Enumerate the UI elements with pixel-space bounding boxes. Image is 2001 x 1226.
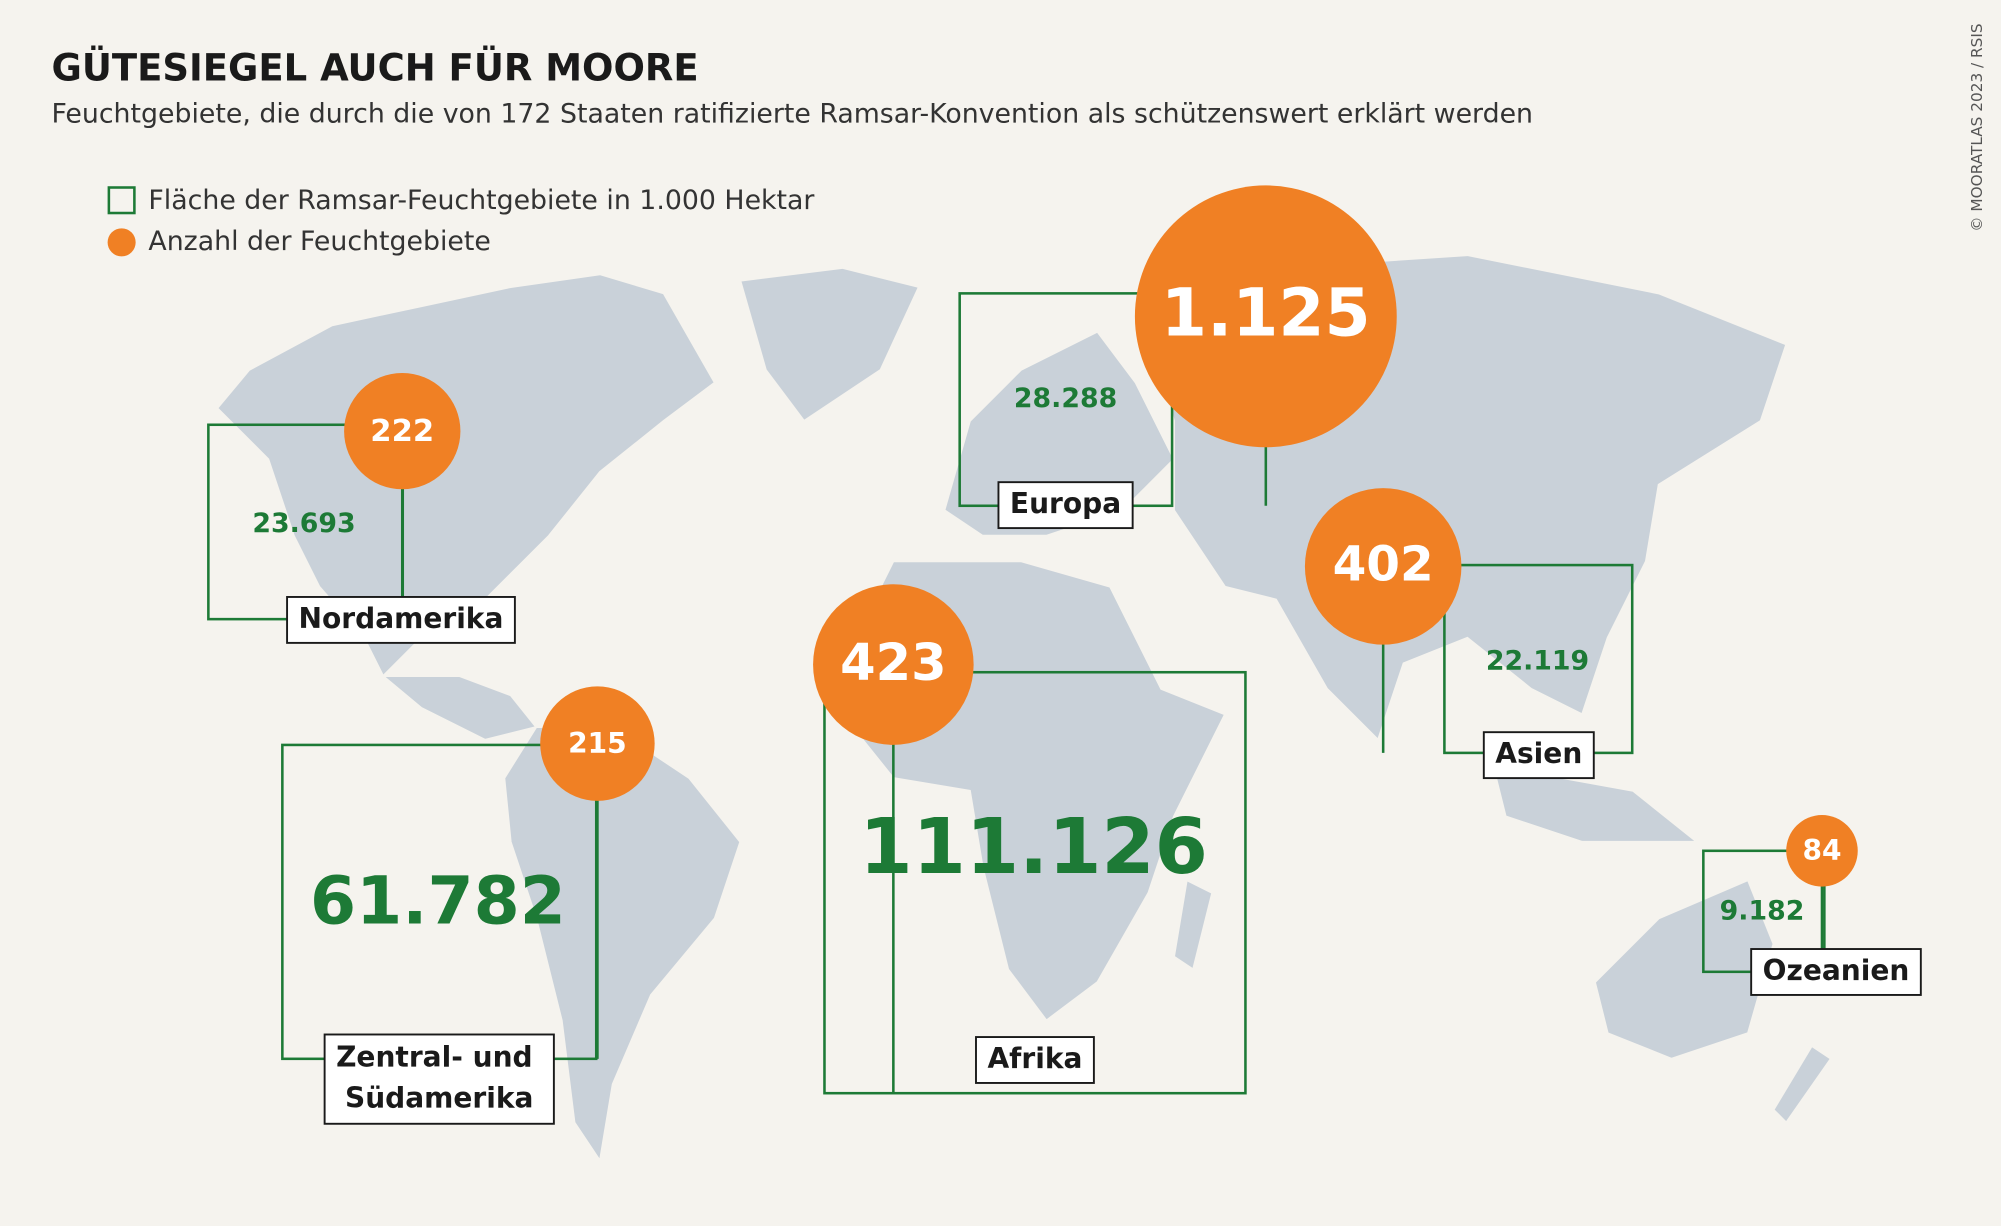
area-label: 61.782: [310, 862, 566, 940]
region-name: Ozeanien: [1763, 954, 1910, 987]
legend-square: [107, 186, 136, 215]
region-label-box: [1750, 948, 1922, 996]
count-label: 423: [840, 634, 947, 693]
title: GÜTESIEGEL AUCH FÜR MOORE: [51, 46, 698, 90]
count-bubble: [540, 686, 655, 801]
count-bubble: [813, 584, 974, 745]
count-bubble: [344, 372, 461, 490]
count-label: 215: [568, 727, 627, 760]
region-label: Zentral- und Südamerika: [323, 1033, 555, 1125]
legend-label: Anzahl der Feuchtgebiete: [148, 226, 490, 257]
region-name: Asien: [1495, 737, 1582, 770]
region-label-box: [997, 481, 1134, 530]
region-name: Afrika: [987, 1042, 1082, 1075]
legend-label: Fläche der Ramsar-Feuchtgebiete in 1.000…: [148, 185, 814, 216]
region-label-box: [286, 596, 516, 644]
region-name: Europa: [1010, 487, 1121, 520]
region-label: Nordamerika: [286, 596, 516, 644]
area-label: 111.126: [859, 803, 1208, 892]
area-label: 28.288: [1014, 383, 1117, 414]
count-label: 1.125: [1161, 274, 1371, 352]
region-label-box: [1482, 731, 1595, 780]
count-bubble: [1304, 488, 1462, 645]
marks: 23.693 222 Nordamerika 28.288 1.125 Europa 22.…: [207, 185, 1922, 1125]
credit: © MOORATLAS 2023 / RSIS: [1968, 23, 1986, 231]
region-label-box: [975, 1036, 1095, 1084]
count-bubble: [1786, 815, 1858, 887]
region-name: Zentral- und Südamerika: [336, 1041, 542, 1115]
count-bubble: [1134, 185, 1397, 448]
count-label: 222: [370, 414, 434, 449]
subtitle: Feuchtgebiete, die durch die von 172 Sta…: [51, 98, 1533, 129]
region-label-box: [323, 1033, 555, 1125]
count-label: 402: [1333, 537, 1434, 593]
region-label: Afrika: [975, 1036, 1095, 1084]
area-square: [823, 670, 1247, 1095]
legend-dot: [107, 228, 136, 257]
legend: Fläche der Ramsar-Feuchtgebiete in 1.000…: [107, 185, 814, 257]
region-label: Asien: [1482, 731, 1595, 780]
region-label: Ozeanien: [1750, 948, 1922, 996]
area-label: 9.182: [1720, 896, 1805, 927]
region-label: Europa: [997, 481, 1134, 530]
area-label: 23.693: [252, 508, 355, 539]
area-label: 22.119: [1486, 646, 1589, 677]
region-name: Nordamerika: [299, 602, 504, 635]
count-label: 84: [1802, 834, 1841, 867]
